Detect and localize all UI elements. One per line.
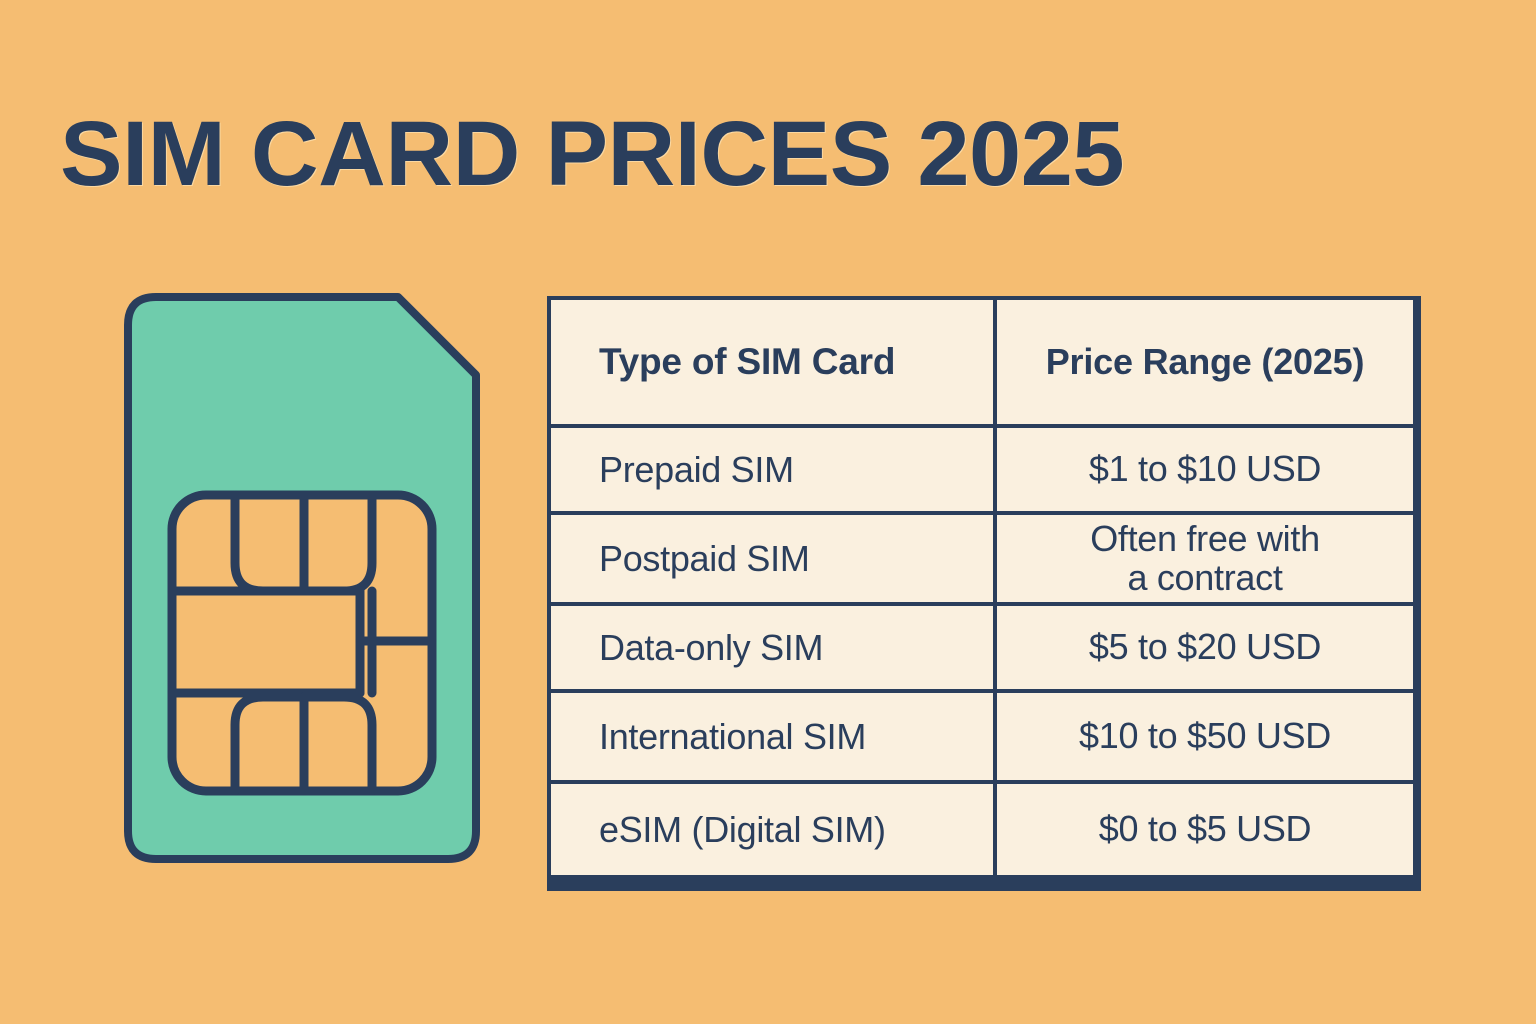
- cell-price-range: Often free with a contract: [997, 515, 1413, 602]
- price-text: $1 to $10 USD: [1088, 448, 1322, 490]
- table-row: Postpaid SIM Often free with a contract: [551, 515, 1417, 606]
- table-row: Prepaid SIM $1 to $10 USD: [551, 428, 1417, 515]
- table-row: Data-only SIM $5 to $20 USD: [551, 606, 1417, 693]
- cell-sim-type: Data-only SIM: [551, 606, 997, 689]
- price-text: Often free with a contract: [1090, 517, 1320, 598]
- cell-sim-type: International SIM: [551, 693, 997, 780]
- sim-chip-contacts: [167, 490, 437, 796]
- sim-card-illustration: [124, 293, 480, 863]
- table-header-row: Type of SIM Card Price Range (2025): [551, 300, 1417, 428]
- cell-price-range: $10 to $50 USD: [997, 693, 1413, 780]
- column-header-price: Price Range (2025): [997, 300, 1413, 424]
- price-text: $10 to $50 USD: [1079, 715, 1331, 757]
- column-header-type: Type of SIM Card: [551, 300, 997, 424]
- table-row: International SIM $10 to $50 USD: [551, 693, 1417, 784]
- cell-price-range: $5 to $20 USD: [997, 606, 1413, 689]
- cell-sim-type: eSIM (Digital SIM): [551, 784, 997, 875]
- price-text: $5 to $20 USD: [1088, 626, 1322, 668]
- table-row: eSIM (Digital SIM) $0 to $5 USD: [551, 784, 1417, 875]
- cell-sim-type: Prepaid SIM: [551, 428, 997, 511]
- cell-price-range: $1 to $10 USD: [997, 428, 1413, 511]
- cell-price-range: $0 to $5 USD: [997, 784, 1413, 875]
- sim-price-table: Type of SIM Card Price Range (2025) Prep…: [547, 296, 1421, 891]
- cell-sim-type: Postpaid SIM: [551, 515, 997, 602]
- page-title: SIM CARD PRICES 2025: [60, 103, 1125, 205]
- price-text: $0 to $5 USD: [1098, 808, 1312, 850]
